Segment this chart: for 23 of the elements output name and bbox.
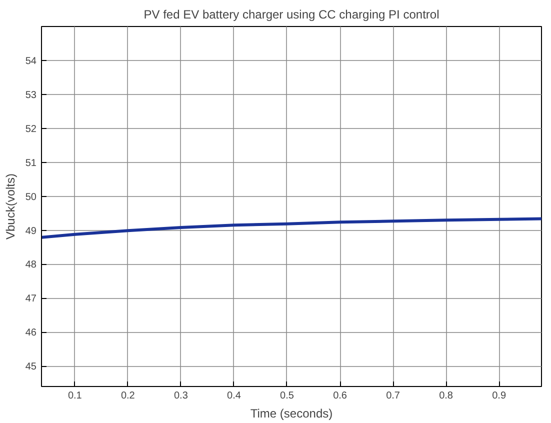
x-tick-label: 0.9 [492,390,506,402]
x-tick-label: 0.7 [386,390,400,402]
y-tick-label: 48 [25,260,37,271]
x-tick-label: 0.5 [280,390,294,402]
x-tick-label: 0.3 [174,390,188,402]
chart-title: PV fed EV battery charger using CC charging PI control [144,8,440,22]
y-tick-label: 49 [25,226,37,237]
line-series [42,217,542,239]
x-tick-label: 0.6 [333,390,348,402]
y-tick-label: 51 [25,158,37,169]
x-tick-label: 0.4 [227,390,242,402]
y-tick-label: 53 [25,90,37,101]
y-tick-label: 47 [25,294,37,305]
y-tick-label: 46 [25,328,37,339]
y-axis-title: Vbuck(volts) [3,173,18,240]
y-tick-label: 50 [25,192,37,203]
x-tick-label: 0.8 [439,390,454,402]
x-tick-label: 0.2 [120,390,136,402]
y-tick-label: 52 [25,124,37,135]
x-tick-label: 0.1 [68,390,82,402]
x-axis-title: Time (seconds) [250,406,333,420]
y-tick-label: 45 [25,362,37,373]
y-tick-label: 54 [25,56,37,67]
